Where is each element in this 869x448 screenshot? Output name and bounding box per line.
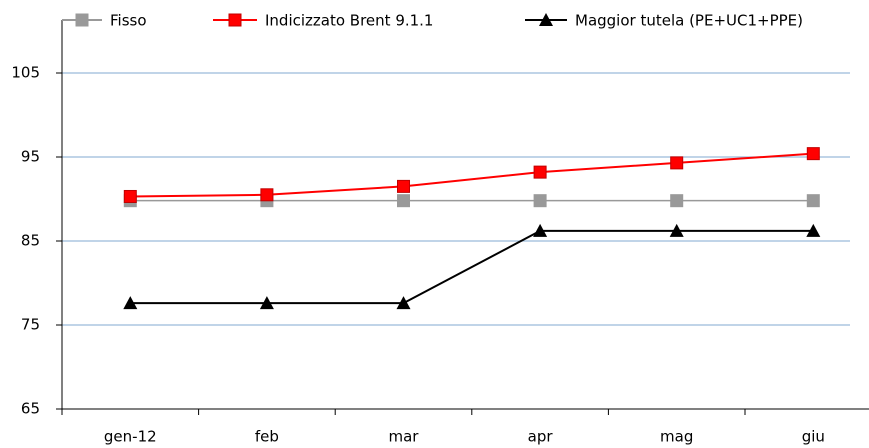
data-point (123, 296, 138, 310)
legend-label: Maggior tutela (PE+UC1+PPE) (575, 12, 803, 30)
legend-marker (539, 13, 553, 26)
x-tick-label: mag (660, 428, 693, 446)
data-point (669, 223, 684, 237)
data-point (259, 296, 274, 310)
legend-label: Fisso (110, 12, 147, 30)
y-tick-label: 85 (21, 232, 40, 250)
y-tick-label: 75 (21, 316, 40, 334)
y-tick-label: 95 (21, 148, 40, 166)
x-tick-label: feb (255, 428, 279, 446)
legend-label: Indicizzato Brent 9.1.1 (265, 12, 433, 30)
data-point (397, 179, 410, 193)
x-tick-label: giu (802, 428, 825, 446)
data-point (533, 223, 548, 237)
x-tick-label: gen-12 (104, 428, 157, 446)
legend-marker (228, 13, 242, 27)
data-point (533, 165, 547, 179)
data-point (260, 188, 274, 202)
y-tick-label: 105 (11, 64, 40, 82)
legend-marker (75, 13, 89, 27)
data-point (670, 194, 684, 208)
series-line (130, 229, 814, 305)
data-point (533, 194, 547, 208)
data-point (806, 147, 820, 161)
data-point (397, 194, 410, 208)
data-point (670, 156, 684, 170)
data-point (806, 194, 820, 208)
data-point (806, 223, 821, 237)
series-line (130, 152, 814, 198)
x-tick-label: mar (389, 428, 420, 446)
x-tick-label: apr (528, 428, 554, 446)
data-point (396, 296, 411, 310)
y-tick-label: 65 (21, 400, 40, 418)
data-point (123, 189, 137, 203)
